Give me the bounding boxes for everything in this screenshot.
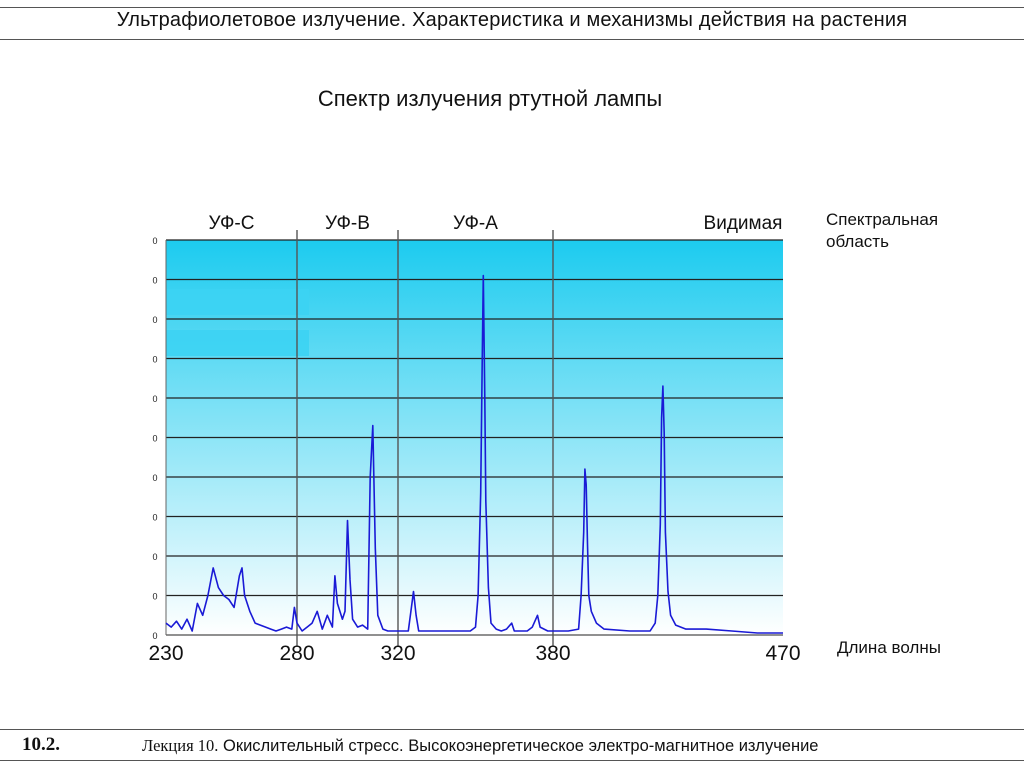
x-tick-label: 380 bbox=[535, 642, 570, 665]
footer-bottom-rule bbox=[0, 760, 1024, 761]
wavelength-label: Длина волны bbox=[837, 638, 941, 657]
y-tick-label: 0 bbox=[152, 513, 157, 523]
region-label: УФ-А bbox=[453, 213, 498, 234]
footer-topic: Окислительный стресс. Высокоэнергетическ… bbox=[223, 737, 819, 755]
x-tick-label: 280 bbox=[279, 642, 314, 665]
x-tick-label: 230 bbox=[148, 642, 183, 665]
y-tick-label: 0 bbox=[152, 434, 157, 444]
chart-title: Спектр излучения ртутной лампы bbox=[317, 86, 663, 111]
spectrum-line bbox=[165, 274, 783, 634]
region-label: УФ-С bbox=[209, 213, 255, 234]
y-tick-label: 0 bbox=[152, 473, 157, 483]
uvc-shade-patch bbox=[166, 289, 309, 315]
header-bottom-rule bbox=[0, 39, 1024, 40]
region-label: УФ-В bbox=[325, 213, 370, 234]
footer-lecture-text: Лекция 10. Окислительный стресс. Высокоэ… bbox=[142, 736, 818, 756]
y-tick-label: 0 bbox=[152, 552, 157, 562]
footer-top-rule bbox=[0, 729, 1024, 730]
slide-header-title: Ультрафиолетовое излучение. Характеристи… bbox=[116, 9, 908, 31]
y-tick-label: 0 bbox=[152, 631, 157, 641]
y-tick-label: 0 bbox=[152, 315, 157, 325]
y-tick-label: 0 bbox=[152, 394, 157, 404]
y-tick-label: 0 bbox=[152, 355, 157, 365]
footer-slide-number: 10.2. bbox=[22, 734, 60, 755]
y-tick-label: 0 bbox=[152, 592, 157, 602]
x-tick-label: 470 bbox=[765, 642, 800, 665]
spectral-region-label: Спектральная область bbox=[826, 210, 939, 251]
y-tick-label: 0 bbox=[152, 236, 157, 246]
x-tick-label: 320 bbox=[380, 642, 415, 665]
y-tick-label: 0 bbox=[152, 276, 157, 286]
uvc-shade-patch bbox=[166, 330, 309, 356]
header-top-rule bbox=[0, 7, 1024, 8]
footer-lecture-number: Лекция 10. bbox=[142, 736, 219, 755]
region-label: Видимая bbox=[704, 213, 783, 234]
